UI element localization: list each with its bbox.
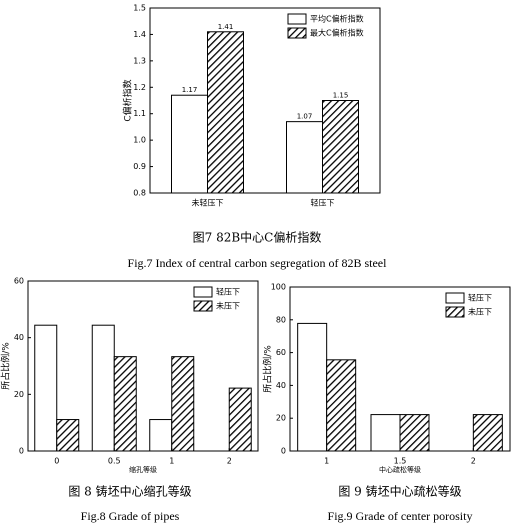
caption: 图 9 铸坯中心疏松等级 [338, 484, 461, 499]
bar [149, 419, 173, 452]
bar [56, 419, 80, 452]
bar [34, 324, 58, 452]
legend-label: 轻压下 [468, 293, 492, 303]
plot-frame [27, 280, 259, 452]
plot-frame [149, 7, 381, 194]
y-tick-label: 1.4 [133, 30, 146, 39]
y-tick-label: 0.8 [133, 189, 146, 198]
y-tick-label: 1.3 [133, 56, 146, 65]
legend-swatch [445, 306, 465, 318]
x-tick-label: 1 [169, 457, 174, 466]
x-axis-label: 缩孔等级 [129, 465, 157, 474]
bar [399, 414, 430, 452]
y-tick-label: 0 [19, 447, 24, 456]
legend-label: 轻压下 [216, 287, 240, 297]
legend-label: 未压下 [468, 307, 492, 317]
legend-swatch [193, 300, 213, 312]
bar [322, 100, 359, 194]
x-tick-label: 1.5 [394, 457, 407, 466]
bar [207, 31, 244, 194]
y-tick-label: 1.2 [133, 83, 146, 92]
x-axis-label: 中心疏松等级 [379, 465, 421, 474]
bar [171, 94, 208, 194]
legend-swatch [287, 13, 307, 25]
bar [286, 121, 323, 194]
caption-en: Fig.8 Grade of pipes [81, 509, 180, 523]
y-tick-label: 20 [14, 390, 24, 399]
y-tick-label: 100 [271, 283, 286, 292]
y-tick-label: 1.0 [133, 136, 146, 145]
x-tick-label: 0.5 [108, 457, 121, 466]
bar [370, 414, 401, 452]
bar [326, 359, 357, 452]
y-tick-label: 60 [276, 348, 286, 357]
bar [472, 414, 503, 452]
data-label: 1.07 [297, 113, 313, 121]
y-tick-label: 20 [276, 414, 286, 423]
data-label: 1.17 [182, 86, 198, 94]
bar [297, 322, 328, 452]
x-tick-label: 轻压下 [311, 198, 335, 208]
x-tick-label: 2 [227, 457, 232, 466]
y-axis-label: 所占比例/% [0, 342, 12, 390]
x-tick-label: 2 [471, 457, 476, 466]
y-axis-label: 所占比例/% [262, 345, 274, 393]
x-tick-label: 未轻压下 [192, 198, 224, 208]
caption: 图 8 铸坯中心缩孔等级 [68, 484, 191, 499]
caption: 图7 82B中心C偏析指数 [193, 230, 322, 245]
legend-label: 平均C偏析指数 [310, 14, 364, 24]
y-tick-label: 1.5 [133, 4, 146, 13]
bar [91, 324, 115, 452]
y-axis-label: C偏析指数 [122, 79, 134, 121]
legend-label: 最大C偏析指数 [310, 28, 364, 38]
y-tick-label: 80 [276, 315, 286, 324]
bar [171, 356, 195, 452]
y-tick-label: 0 [281, 447, 286, 456]
y-tick-label: 1.1 [133, 109, 146, 118]
x-tick-label: 0 [54, 457, 59, 466]
caption-en: Fig.9 Grade of center porosity [328, 509, 473, 523]
y-tick-label: 0.9 [133, 162, 146, 171]
y-tick-label: 60 [14, 277, 24, 286]
plot-frame [289, 286, 511, 452]
y-tick-label: 40 [276, 381, 286, 390]
data-label: 1.41 [218, 23, 234, 31]
caption-en: Fig.7 Index of central carbon segregatio… [128, 256, 388, 270]
legend-swatch [287, 27, 307, 39]
legend-label: 未压下 [216, 301, 240, 311]
bar [113, 356, 137, 452]
legend-swatch [445, 292, 465, 304]
data-label: 1.15 [333, 92, 349, 100]
x-tick-label: 1 [324, 457, 329, 466]
bar [228, 387, 252, 452]
legend-swatch [193, 286, 213, 298]
y-tick-label: 40 [14, 333, 24, 342]
